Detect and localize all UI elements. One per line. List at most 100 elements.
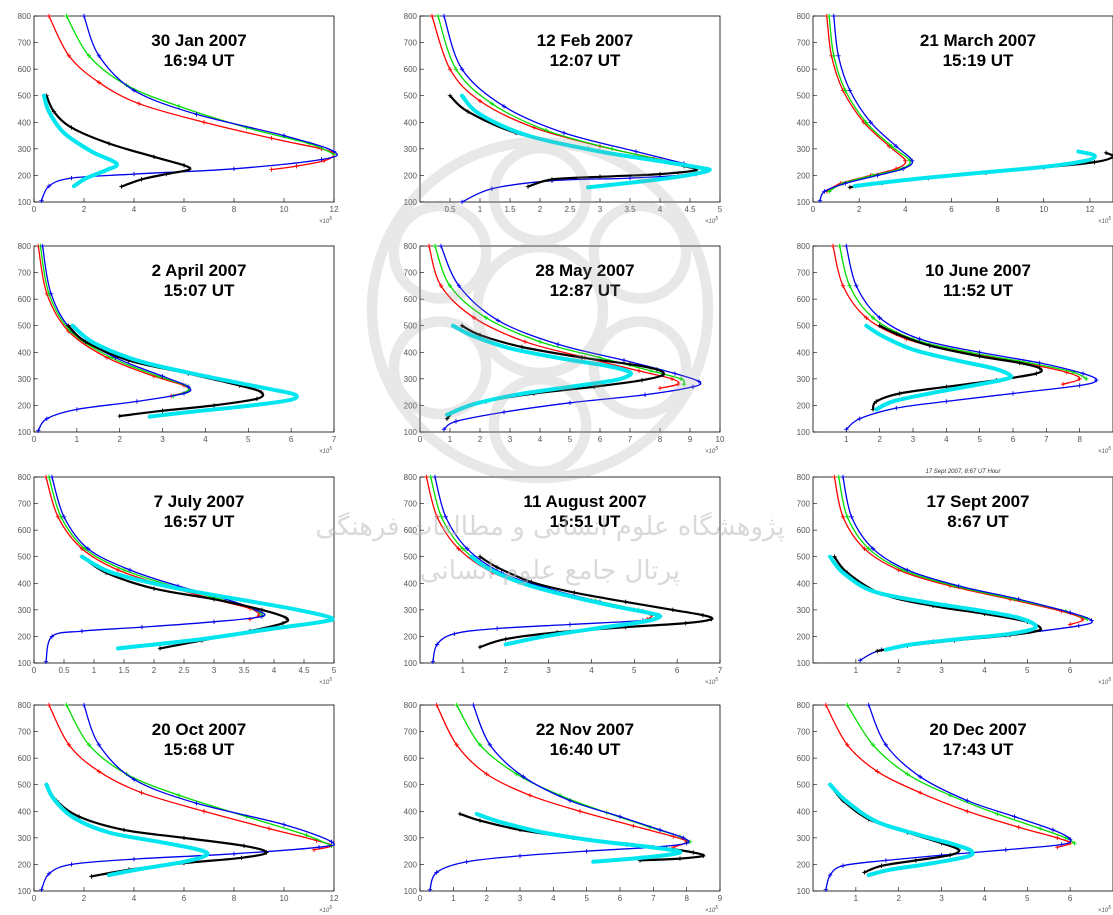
- series-line-cyan: [80, 554, 335, 651]
- y-tick-label: 600: [18, 526, 32, 535]
- data-point-green: [176, 104, 182, 109]
- x-tick-label: 1: [478, 205, 483, 214]
- y-tick-label: 300: [404, 606, 418, 615]
- data-point-blue: [672, 371, 678, 376]
- data-point-green: [477, 742, 483, 748]
- y-tick-label: 200: [18, 171, 32, 180]
- data-point-green: [64, 702, 69, 708]
- data-point-black: [457, 811, 463, 817]
- data-point-green: [86, 742, 92, 748]
- data-point-black: [264, 850, 269, 855]
- data-point-cyan: [84, 176, 89, 180]
- data-point-cyan: [44, 783, 49, 787]
- data-point-cyan: [586, 185, 590, 189]
- data-point-black: [211, 597, 217, 602]
- data-point-blue: [847, 88, 853, 93]
- panel-title-line-1: 22 Nov 2007: [536, 720, 634, 739]
- data-point-black: [1092, 159, 1097, 165]
- data-point-red: [294, 163, 299, 169]
- data-point-blue: [1076, 623, 1081, 628]
- data-point-green: [905, 771, 910, 777]
- data-point-cyan: [460, 94, 464, 98]
- data-point-blue: [487, 742, 493, 748]
- x-tick-label: 7: [332, 435, 337, 444]
- y-tick-label: 600: [18, 295, 32, 304]
- data-point-red: [671, 834, 676, 839]
- data-point-cyan: [641, 620, 645, 624]
- x-tick-label: 2: [152, 666, 157, 675]
- x-tick-label: 7: [1044, 435, 1049, 444]
- data-point-cyan: [170, 585, 174, 589]
- panel-title-line-2: 8:67 UT: [947, 512, 1009, 531]
- data-point-red: [104, 355, 110, 360]
- data-point-red: [434, 514, 440, 520]
- data-point-cyan: [47, 110, 51, 114]
- data-point-red: [96, 769, 102, 774]
- x-tick-label: 0: [32, 205, 37, 214]
- y-tick-label: 700: [18, 39, 32, 48]
- x-tick-label: 12: [330, 205, 339, 214]
- y-tick-label: 100: [404, 428, 418, 437]
- data-point-red: [669, 376, 675, 382]
- data-point-green: [889, 144, 894, 149]
- data-point-blue: [74, 407, 80, 412]
- y-tick-label: 500: [797, 322, 811, 331]
- series-line-black: [45, 94, 192, 188]
- data-point-cyan: [700, 166, 704, 170]
- data-point-cyan: [971, 383, 975, 388]
- x-tick-label: 6: [1068, 894, 1073, 903]
- panel-title-line-1: 17 Sept 2007: [926, 492, 1029, 511]
- data-point-cyan: [594, 626, 598, 631]
- y-tick-label: 500: [404, 553, 418, 562]
- x-tick-label: 9: [688, 435, 693, 444]
- data-point-green: [826, 189, 832, 194]
- chart-panel-2: 100 200 300 400 500 600 700 800 0.5 1 1.5 2 2.5 3 3.5 4…: [404, 12, 723, 225]
- data-point-cyan: [1004, 377, 1008, 381]
- data-point-blue: [642, 392, 648, 397]
- data-point-black: [157, 646, 163, 651]
- chart-panel-11: 100 200 300 400 500 600 700 800 0 1 2 3 4 5 6 7 8 9×105 22…: [404, 701, 723, 914]
- data-point-cyan: [272, 626, 276, 631]
- y-tick-label: 700: [797, 269, 811, 278]
- y-tick-label: 200: [404, 860, 418, 869]
- y-tick-label: 200: [18, 632, 32, 641]
- data-point-cyan: [508, 346, 512, 350]
- data-point-blue: [831, 13, 836, 19]
- data-point-blue: [40, 243, 45, 249]
- data-point-blue: [965, 798, 970, 803]
- x-tick-label: 2: [877, 435, 882, 444]
- data-point-green: [489, 101, 495, 106]
- y-tick-label: 800: [18, 701, 32, 710]
- data-point-blue: [1016, 597, 1021, 602]
- y-tick-label: 800: [797, 242, 811, 251]
- data-point-blue: [43, 659, 49, 664]
- y-tick-label: 100: [404, 887, 418, 896]
- chart-panel-3: 100 200 300 400 500 600 700 800 0 2 4 6 8 10 12 ×105 21 …: [797, 12, 1113, 225]
- data-point-green: [597, 355, 603, 360]
- data-point-green: [845, 514, 850, 520]
- chart-panel-8: 100 200 300 400 500 600 700 800 1 2 3 4 5 6 7×105 11 Au…: [404, 473, 723, 686]
- data-point-cyan: [564, 593, 568, 597]
- data-point-green: [447, 283, 453, 289]
- data-point-red: [527, 793, 533, 798]
- data-point-blue: [44, 416, 50, 421]
- data-point-red: [1016, 825, 1021, 830]
- y-tick-label: 700: [18, 269, 32, 278]
- data-point-green: [837, 243, 842, 249]
- panel-title-line-2: 16:40 UT: [550, 740, 621, 759]
- plot-frame: [812, 245, 1113, 433]
- y-tick-label: 700: [797, 500, 811, 509]
- data-point-red: [136, 101, 142, 106]
- x-tick-label: 4: [658, 205, 663, 214]
- data-point-blue: [857, 416, 862, 421]
- data-point-red: [845, 742, 850, 748]
- x-tick-label: 4.5: [298, 666, 310, 675]
- data-point-blue: [917, 774, 923, 779]
- data-point-green: [86, 53, 92, 59]
- y-tick-label: 800: [18, 12, 32, 21]
- data-point-cyan: [881, 334, 885, 338]
- data-point-red: [66, 53, 72, 59]
- data-point-black: [181, 835, 187, 841]
- y-tick-label: 300: [797, 606, 811, 615]
- x-tick-label: 4: [589, 666, 594, 675]
